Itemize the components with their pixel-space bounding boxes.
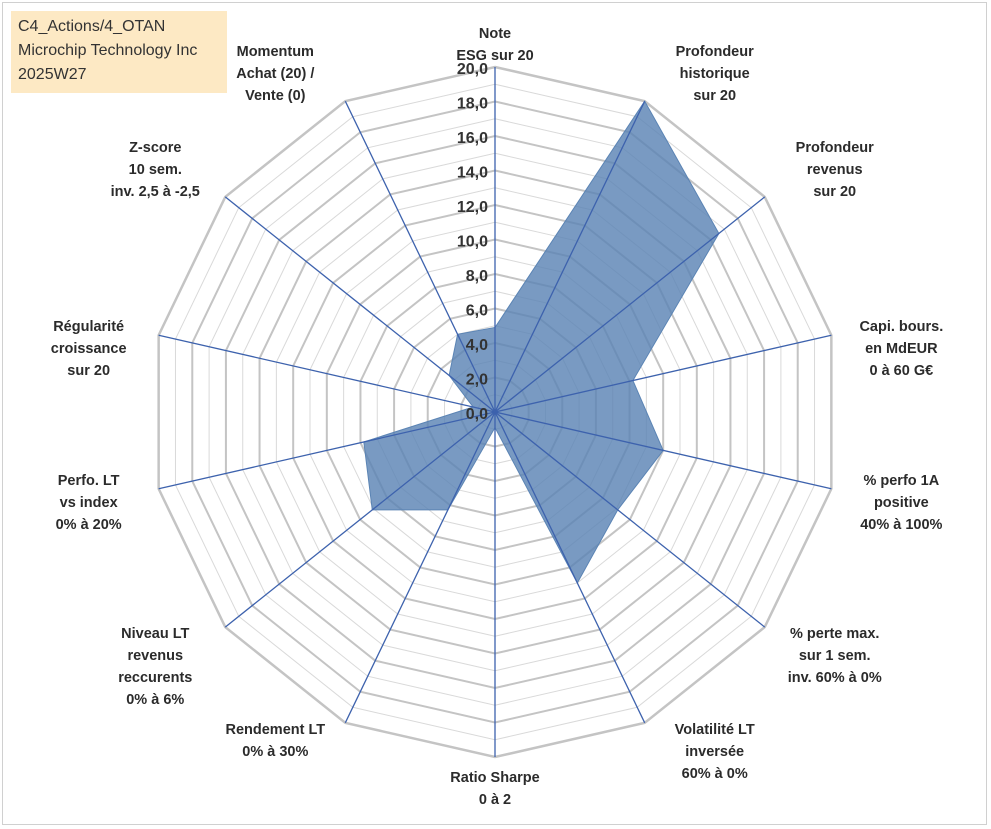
category-label: Z-score 10 sem. inv. 2,5 à -2,5 <box>111 140 200 200</box>
axis-spoke <box>344 411 496 724</box>
category-label-line: 40% à 100% <box>860 517 942 533</box>
category-label: Régularité croissance sur 20 <box>51 319 127 379</box>
category-label-line: reccurents <box>118 670 192 686</box>
axis-spoke <box>494 411 646 724</box>
category-label-line: Z-score <box>129 140 181 156</box>
category-label-line: inv. 60% à 0% <box>788 670 882 686</box>
axis-spoke <box>344 100 496 413</box>
header-line-2: Microchip Technology Inc <box>18 42 198 59</box>
category-label-line: Niveau LT <box>121 626 189 642</box>
tick-label: 12,0 <box>457 199 488 216</box>
tick-label: 0,0 <box>466 406 488 423</box>
header-line-3: 2025W27 <box>18 66 87 83</box>
tick-label: 16,0 <box>457 130 488 147</box>
tick-label: 4,0 <box>466 337 488 354</box>
category-label-line: Capi. bours. <box>859 319 943 335</box>
axis-spoke <box>494 196 766 413</box>
axis-spoke <box>224 196 496 413</box>
axis-spoke <box>158 334 496 413</box>
axis-spoke <box>158 411 496 490</box>
category-label-line: % perte max. <box>790 626 879 642</box>
tick-label: 6,0 <box>466 303 488 320</box>
category-label-line: 10 sem. <box>129 162 182 178</box>
category-label-line: Rendement LT <box>225 722 325 738</box>
axis-spoke <box>494 411 832 490</box>
axis-spoke <box>224 411 496 628</box>
category-label-line: Régularité <box>53 319 124 335</box>
category-label: Profondeur revenus sur 20 <box>796 140 874 200</box>
category-label-line: Ratio Sharpe <box>450 770 539 786</box>
category-label: Capi. bours. en MdEUR 0 à 60 G€ <box>859 319 943 379</box>
category-labels: Note ESG sur 20 Profondeur historique sur 20… <box>51 26 943 808</box>
category-label-line: sur 1 sem. <box>799 648 871 664</box>
category-label-line: en MdEUR <box>865 341 938 357</box>
category-label-line: revenus <box>127 648 183 664</box>
category-label: % perte max. sur 1 sem. inv. 60% à 0% <box>788 626 882 686</box>
category-label-line: sur 20 <box>67 363 110 379</box>
category-label: Profondeur historique sur 20 <box>676 44 754 104</box>
category-label: % perfo 1A positive 40% à 100% <box>860 473 942 533</box>
category-label-line: Volatilité LT <box>675 722 755 738</box>
radial-tick-labels: 0,0 2,0 4,0 6,0 8,0 10,0 12,0 14,0 16,0 18,0 20,0 <box>457 61 488 423</box>
tick-label: 20,0 <box>457 61 488 78</box>
category-label-line: Momentum <box>237 44 314 60</box>
category-label-line: Perfo. LT <box>58 473 120 489</box>
category-label: Note ESG sur 20 <box>456 26 533 64</box>
category-label-line: positive <box>874 495 929 511</box>
category-label-line: Profondeur <box>796 140 874 156</box>
category-label-line: Profondeur <box>676 44 754 60</box>
tick-label: 10,0 <box>457 234 488 251</box>
category-label-line: Vente (0) <box>245 88 306 104</box>
category-label: Ratio Sharpe 0 à 2 <box>450 770 539 808</box>
series-area <box>363 100 720 585</box>
tick-label: 18,0 <box>457 96 488 113</box>
category-label: Momentum Achat (20) / Vente (0) <box>236 44 314 104</box>
tick-label: 2,0 <box>466 372 488 389</box>
category-label: Volatilité LT inversée 60% à 0% <box>675 722 755 782</box>
category-label: Rendement LT 0% à 30% <box>225 722 325 760</box>
chart-header: C4_Actions/4_OTAN Microchip Technology I… <box>11 11 227 93</box>
category-label-line: 60% à 0% <box>682 766 748 782</box>
category-label-line: sur 20 <box>693 88 736 104</box>
tick-label: 8,0 <box>466 268 488 285</box>
category-label-line: revenus <box>807 162 863 178</box>
category-label: Niveau LT revenus reccurents 0% à 6% <box>118 626 192 708</box>
axis-spoke <box>494 334 832 413</box>
category-label-line: inversée <box>685 744 744 760</box>
category-label-line: % perfo 1A <box>863 473 939 489</box>
header-line-1: C4_Actions/4_OTAN <box>18 18 166 35</box>
category-label-line: ESG sur 20 <box>456 48 533 64</box>
category-label-line: 0 à 60 G€ <box>870 363 934 379</box>
category-label-line: Achat (20) / <box>236 66 314 82</box>
axis-spokes <box>158 67 832 757</box>
category-label-line: sur 20 <box>813 184 856 200</box>
axis-spoke <box>494 100 646 413</box>
category-label-line: Note <box>479 26 511 42</box>
category-label-line: 0% à 6% <box>126 692 184 708</box>
category-label-line: historique <box>680 66 750 82</box>
category-label-line: inv. 2,5 à -2,5 <box>111 184 200 200</box>
category-label-line: 0% à 30% <box>242 744 308 760</box>
axis-spoke <box>494 411 766 628</box>
category-label-line: croissance <box>51 341 127 357</box>
category-label: Perfo. LT vs index 0% à 20% <box>56 473 122 533</box>
category-label-line: 0% à 20% <box>56 517 122 533</box>
tick-label: 14,0 <box>457 165 488 182</box>
data-series <box>363 100 720 585</box>
category-label-line: vs index <box>60 495 118 511</box>
category-label-line: 0 à 2 <box>479 792 511 808</box>
